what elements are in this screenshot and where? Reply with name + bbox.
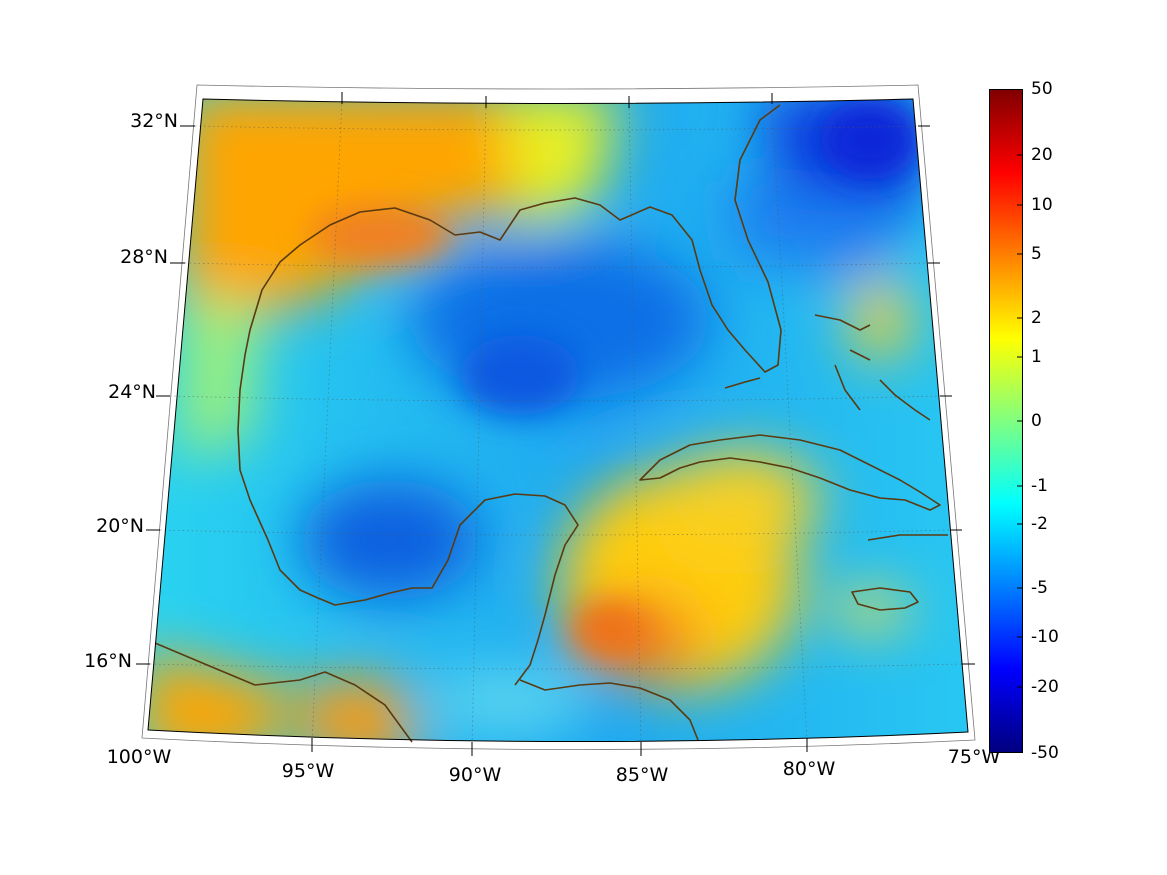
colorbar-tick-neg5: -5: [1031, 578, 1048, 598]
colorbar-tick-50: 50: [1031, 79, 1053, 99]
colorbar-tick-2: 2: [1031, 308, 1042, 328]
lon-label-90w: 90°W: [448, 764, 502, 786]
lat-label-20: 20°N: [96, 515, 144, 537]
map-frame: [141, 84, 976, 750]
frame-ticks: [136, 92, 975, 756]
lat-label-24: 24°N: [108, 381, 156, 403]
lon-label-95w: 95°W: [281, 760, 335, 782]
colorbar-tick-5: 5: [1031, 244, 1042, 264]
lon-label-85w: 85°W: [615, 764, 669, 786]
colorbar-tick-20: 20: [1031, 145, 1053, 165]
data-field: [148, 99, 968, 742]
colorbar-tick-neg10: -10: [1031, 627, 1059, 647]
lon-label-100w: 100°W: [106, 746, 172, 768]
lon-label-80w: 80°W: [782, 758, 836, 780]
colorbar: [989, 89, 1023, 753]
colorbar-tick-10: 10: [1031, 195, 1053, 215]
lat-label-32: 32°N: [130, 110, 178, 132]
colorbar-tick-neg50: -50: [1031, 743, 1059, 763]
lat-label-28: 28°N: [120, 246, 168, 268]
colorbar-tick-0: 0: [1031, 411, 1042, 431]
graticule: [149, 99, 963, 747]
coastlines: [154, 104, 948, 743]
colorbar-tick-1: 1: [1031, 347, 1042, 367]
lat-label-16: 16°N: [84, 650, 132, 672]
colorbar-tick-neg2: -2: [1031, 514, 1048, 534]
colorbar-tick-neg20: -20: [1031, 677, 1059, 697]
lon-label-75w: 75°W: [947, 746, 1001, 768]
colorbar-tick-neg1: -1: [1031, 476, 1048, 496]
